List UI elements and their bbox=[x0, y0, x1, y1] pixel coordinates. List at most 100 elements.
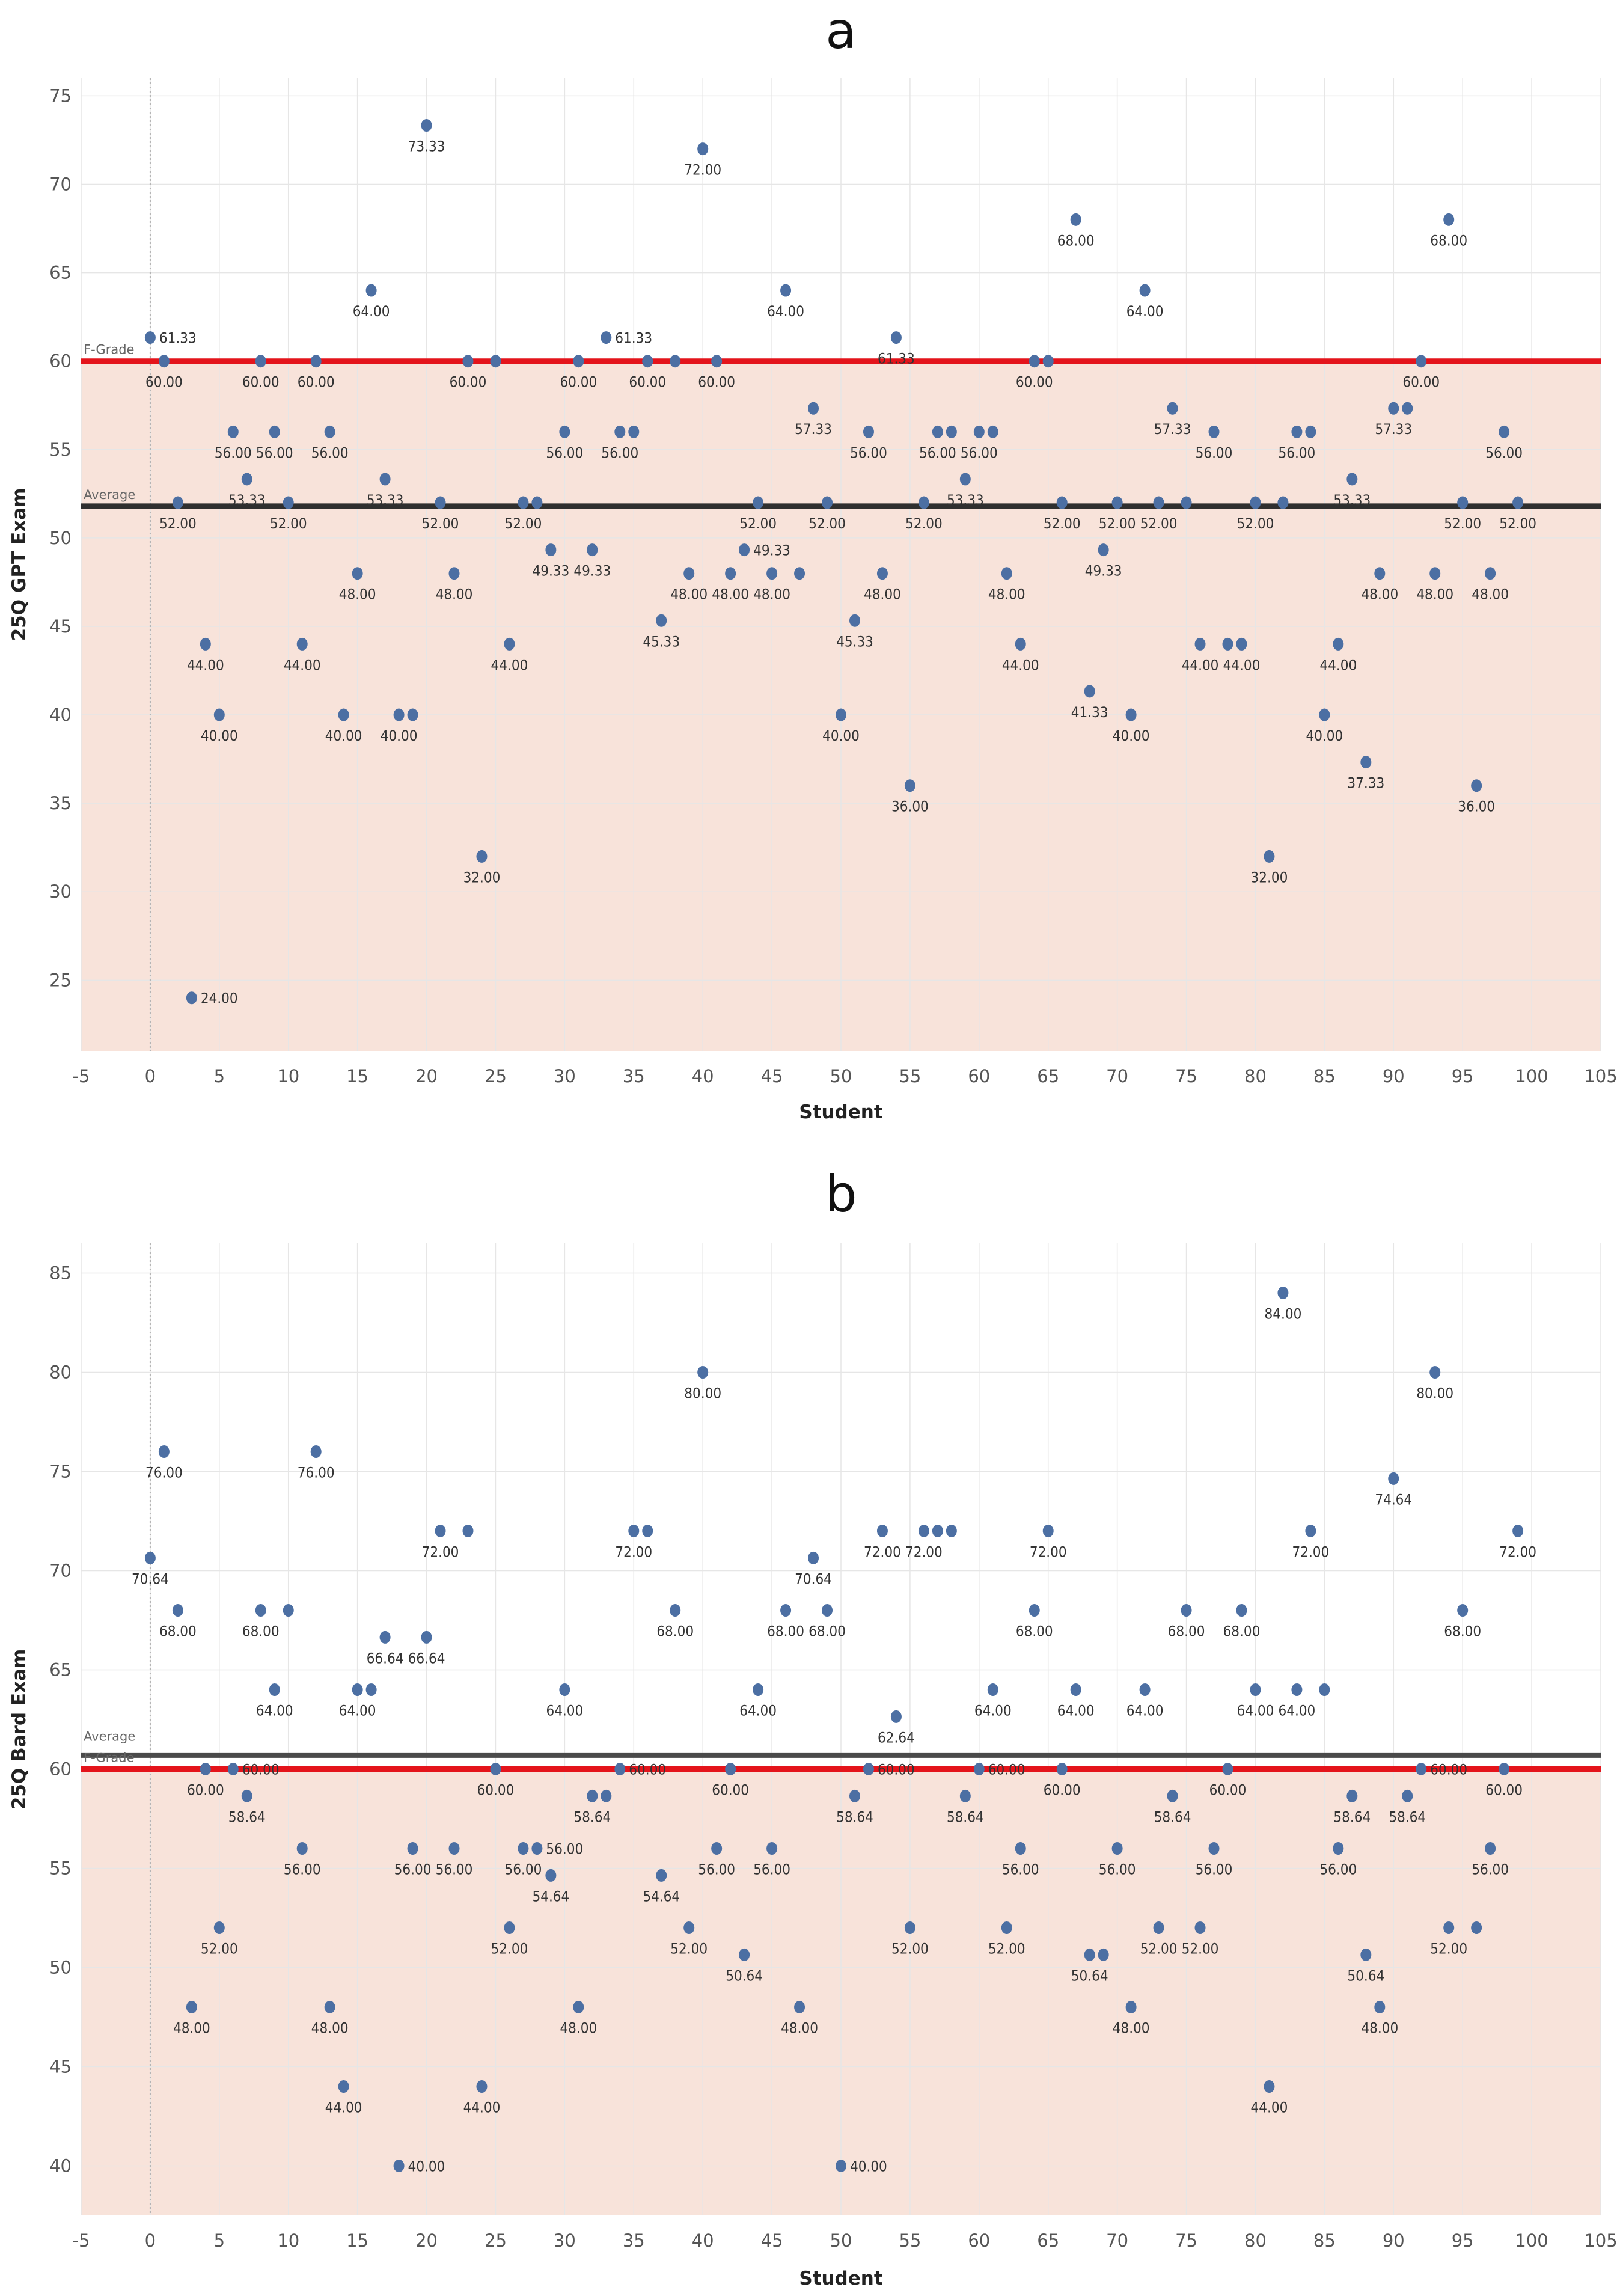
data-label: 72.00 bbox=[1030, 1544, 1067, 1561]
data-label: 44.00 bbox=[325, 2099, 362, 2116]
x-tick-label: 65 bbox=[1037, 1066, 1059, 1086]
data-point bbox=[656, 1869, 667, 1882]
data-point bbox=[283, 1604, 294, 1617]
y-tick-label: 70 bbox=[49, 1561, 72, 1581]
data-point bbox=[822, 496, 833, 509]
x-tick-label: 0 bbox=[145, 2230, 156, 2251]
data-point bbox=[573, 355, 584, 368]
x-tick-label: 90 bbox=[1383, 1066, 1405, 1086]
data-label: 56.00 bbox=[311, 444, 349, 461]
data-point bbox=[1208, 425, 1220, 438]
data-point bbox=[490, 1763, 501, 1775]
data-point bbox=[780, 284, 792, 297]
data-label: 48.00 bbox=[1361, 2020, 1398, 2037]
data-point bbox=[213, 1921, 225, 1934]
x-tick-label: 65 bbox=[1037, 2230, 1059, 2251]
data-point bbox=[642, 1525, 653, 1537]
data-label: 40.00 bbox=[408, 2158, 445, 2175]
data-point bbox=[697, 142, 709, 156]
data-label: 64.00 bbox=[974, 1703, 1012, 1719]
data-point bbox=[1111, 496, 1123, 509]
data-point bbox=[1485, 1842, 1496, 1855]
y-tick-label: 55 bbox=[49, 439, 72, 460]
data-label: 64.00 bbox=[1126, 1703, 1164, 1719]
data-label: 44.00 bbox=[187, 657, 224, 673]
data-label: 41.33 bbox=[1071, 704, 1108, 721]
x-tick-label: 35 bbox=[623, 2230, 645, 2251]
data-label: 60.00 bbox=[242, 374, 280, 391]
data-point bbox=[310, 355, 322, 368]
data-point bbox=[1222, 1763, 1233, 1775]
data-point bbox=[808, 402, 819, 415]
data-point bbox=[670, 1604, 681, 1617]
data-point bbox=[656, 614, 667, 627]
data-point bbox=[1485, 567, 1496, 580]
reference-label-average: Average bbox=[84, 488, 135, 502]
data-point bbox=[1429, 1366, 1441, 1379]
x-tick-label: 105 bbox=[1584, 2230, 1617, 2251]
data-label: 52.00 bbox=[891, 1941, 929, 1958]
data-label: 48.00 bbox=[670, 586, 708, 603]
data-label: 61.33 bbox=[615, 330, 652, 347]
data-label: 58.64 bbox=[1333, 1808, 1371, 1825]
data-label: 60.00 bbox=[1044, 1782, 1081, 1799]
data-label: 44.00 bbox=[284, 657, 321, 673]
x-tick-label: 70 bbox=[1106, 2230, 1128, 2251]
data-point bbox=[324, 425, 335, 438]
x-tick-label: 25 bbox=[484, 2230, 507, 2251]
data-label: 52.00 bbox=[1099, 515, 1136, 532]
data-point bbox=[1388, 1472, 1399, 1485]
data-point bbox=[587, 543, 598, 557]
x-tick-label: 40 bbox=[692, 2230, 714, 2251]
data-label: 36.00 bbox=[1458, 798, 1495, 815]
data-label: 68.00 bbox=[767, 1623, 804, 1640]
data-label: 54.64 bbox=[532, 1888, 569, 1905]
data-point bbox=[946, 1525, 957, 1537]
data-point bbox=[794, 567, 805, 580]
data-label: 44.00 bbox=[1002, 657, 1039, 673]
data-point bbox=[1015, 1842, 1026, 1855]
data-label: 52.00 bbox=[491, 1941, 528, 1958]
data-point bbox=[973, 425, 985, 438]
data-label: 52.00 bbox=[505, 515, 542, 532]
data-point bbox=[1374, 567, 1386, 580]
data-point bbox=[890, 1710, 902, 1723]
data-label: 64.00 bbox=[1126, 303, 1164, 320]
x-tick-label: 5 bbox=[214, 2230, 225, 2251]
data-label: 53.33 bbox=[947, 492, 984, 509]
data-label: 52.00 bbox=[670, 1941, 708, 1958]
data-point bbox=[739, 1948, 750, 1961]
data-point bbox=[504, 1921, 515, 1934]
data-point bbox=[1471, 1921, 1482, 1934]
data-point bbox=[711, 1842, 723, 1855]
data-point bbox=[227, 1763, 239, 1775]
data-point bbox=[1070, 213, 1081, 226]
data-point bbox=[683, 567, 695, 580]
data-label: 52.00 bbox=[1444, 515, 1481, 532]
data-point bbox=[1084, 1948, 1095, 1961]
data-point bbox=[1181, 1604, 1192, 1617]
data-point bbox=[172, 1604, 183, 1617]
data-point bbox=[711, 355, 723, 368]
x-axis-title: Student bbox=[799, 2268, 882, 2289]
y-tick-label: 70 bbox=[49, 174, 72, 195]
data-label: 53.33 bbox=[228, 492, 266, 509]
data-point bbox=[1416, 355, 1427, 368]
data-point bbox=[753, 1683, 764, 1696]
data-point bbox=[559, 1683, 570, 1696]
data-point bbox=[186, 2001, 197, 2013]
data-label: 50.64 bbox=[1347, 1967, 1384, 1984]
data-point bbox=[1236, 637, 1247, 651]
data-point bbox=[1277, 1287, 1289, 1299]
data-point bbox=[144, 1551, 156, 1564]
data-label: 72.00 bbox=[684, 162, 721, 179]
data-point bbox=[338, 2080, 349, 2093]
data-label: 44.00 bbox=[1182, 657, 1219, 673]
x-tick-label: 80 bbox=[1244, 1066, 1267, 1086]
data-point bbox=[200, 637, 211, 651]
data-point bbox=[1264, 2080, 1275, 2093]
data-label: 56.00 bbox=[215, 444, 252, 461]
data-label: 56.00 bbox=[546, 1841, 583, 1858]
data-label: 76.00 bbox=[298, 1465, 335, 1481]
data-label: 40.00 bbox=[1306, 727, 1343, 744]
